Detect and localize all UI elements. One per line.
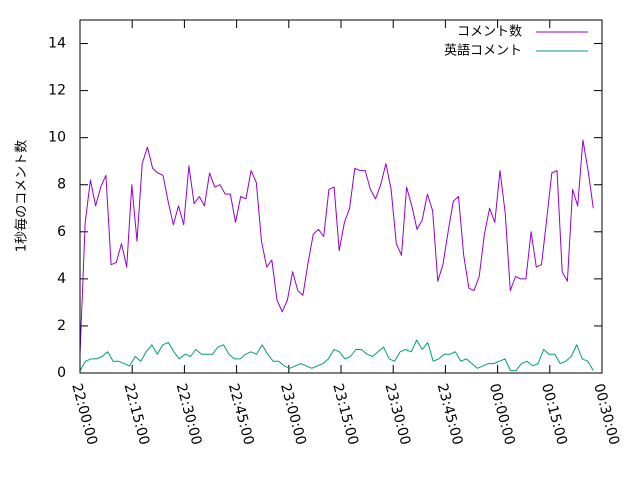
legend-label: 英語コメント: [444, 43, 522, 59]
y-tick-label: 12: [48, 83, 66, 99]
series-line-1: [79, 339, 594, 372]
y-tick-label: 0: [57, 365, 66, 381]
y-axis-title: 1秒毎のコメント数: [14, 140, 30, 252]
plot-frame: [79, 19, 603, 374]
y-tick-label: 10: [48, 130, 66, 146]
legend-label: コメント数: [457, 25, 522, 40]
series-layer: [79, 139, 594, 372]
y-axis: 0 2 4 6 8 10 12 14: [48, 36, 602, 381]
y-tick-label: 2: [57, 318, 66, 334]
y-tick-label: 14: [48, 36, 66, 52]
y-tick-label: 8: [57, 177, 66, 193]
y-tick-label: 4: [57, 271, 66, 287]
y-tick-label: 6: [57, 224, 66, 240]
series-line-0: [79, 139, 594, 355]
